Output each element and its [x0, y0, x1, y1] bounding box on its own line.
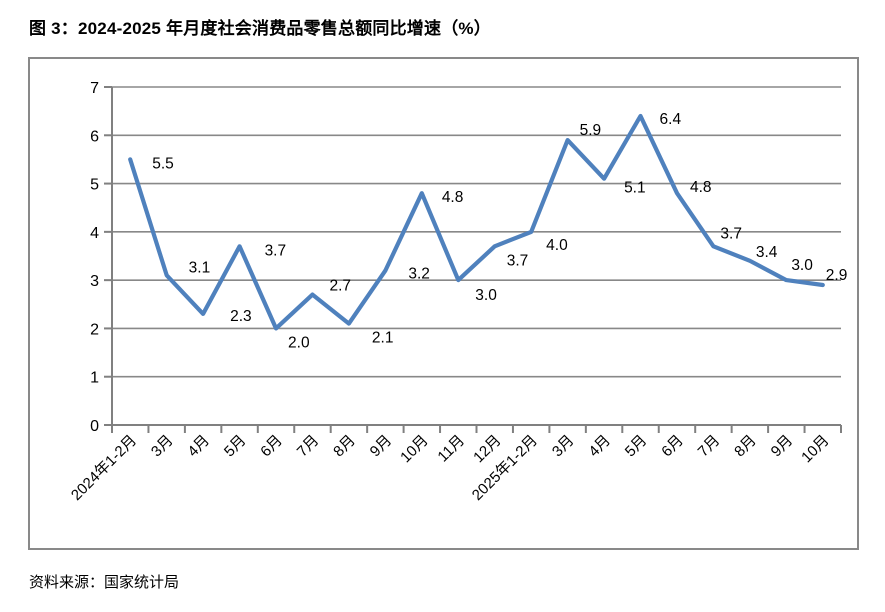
data-point-label: 2.3 [230, 308, 252, 325]
y-axis-label: 0 [90, 418, 99, 435]
x-axis-label: 7月 [294, 432, 323, 461]
x-axis-label: 7月 [695, 432, 724, 461]
x-axis-label: 9月 [367, 432, 396, 461]
y-axis-label: 4 [90, 225, 99, 242]
chart-container: 0 1 2 3 4 5 6 7 2024年1-2月 3月 4月 5月 6月 7月 8月 9月 10月 11月 12月… [28, 57, 859, 550]
data-point-label: 2.9 [826, 267, 848, 284]
data-point-label: 4.8 [442, 189, 464, 206]
y-axis-label: 5 [90, 177, 99, 194]
data-point-label: 6.4 [660, 111, 682, 128]
x-axis-label: 5月 [221, 432, 250, 461]
chart-border [28, 57, 859, 550]
data-point-label: 2.7 [329, 278, 351, 295]
data-point-label: 4.0 [546, 237, 568, 254]
data-point-label: 2.1 [372, 330, 394, 347]
x-axis-label: 6月 [257, 432, 286, 461]
y-axis-label: 6 [90, 128, 99, 145]
x-axis-label: 10月 [397, 432, 431, 466]
x-axis-label: 2025年1-2月 [469, 432, 541, 504]
series-line [128, 113, 825, 331]
data-point-label: 5.9 [580, 122, 602, 139]
x-axis-label: 8月 [731, 432, 760, 461]
data-point-label: 4.8 [690, 179, 712, 196]
data-point-label: 3.0 [791, 257, 813, 274]
x-axis-label: 2024年1-2月 [68, 432, 140, 504]
data-point-label: 3.2 [408, 265, 430, 282]
y-axis-label: 1 [90, 370, 99, 387]
x-axis-label: 11月 [434, 432, 468, 466]
y-axis-label: 3 [90, 273, 99, 290]
x-axis-label: 3月 [549, 432, 578, 461]
data-point-label: 5.1 [624, 180, 646, 197]
data-point-label: 3.0 [475, 287, 497, 304]
data-point-label: 5.5 [152, 155, 174, 172]
data-point-label: 3.7 [720, 225, 742, 242]
x-axis-label: 8月 [330, 432, 359, 461]
x-axis-label: 3月 [148, 432, 177, 461]
data-point-label: 3.7 [265, 242, 287, 259]
x-axis-label: 9月 [768, 432, 797, 461]
data-point-label: 3.7 [507, 252, 529, 269]
data-point-label: 3.4 [756, 244, 778, 261]
x-axis-label: 6月 [658, 432, 687, 461]
x-axis-label: 5月 [622, 432, 651, 461]
x-axis-label: 10月 [798, 432, 832, 466]
figure-title: 图 3：2024-2025 年月度社会消费品零售总额同比增速（%） [29, 19, 491, 38]
x-axis-label: 4月 [184, 432, 213, 461]
data-point-label: 3.1 [189, 259, 211, 276]
x-axis-label: 4月 [585, 432, 614, 461]
data-point-label: 2.0 [288, 334, 310, 351]
y-axis-label: 7 [90, 80, 99, 97]
y-axis-label: 2 [90, 321, 99, 338]
source-note: 资料来源：国家统计局 [29, 574, 180, 591]
